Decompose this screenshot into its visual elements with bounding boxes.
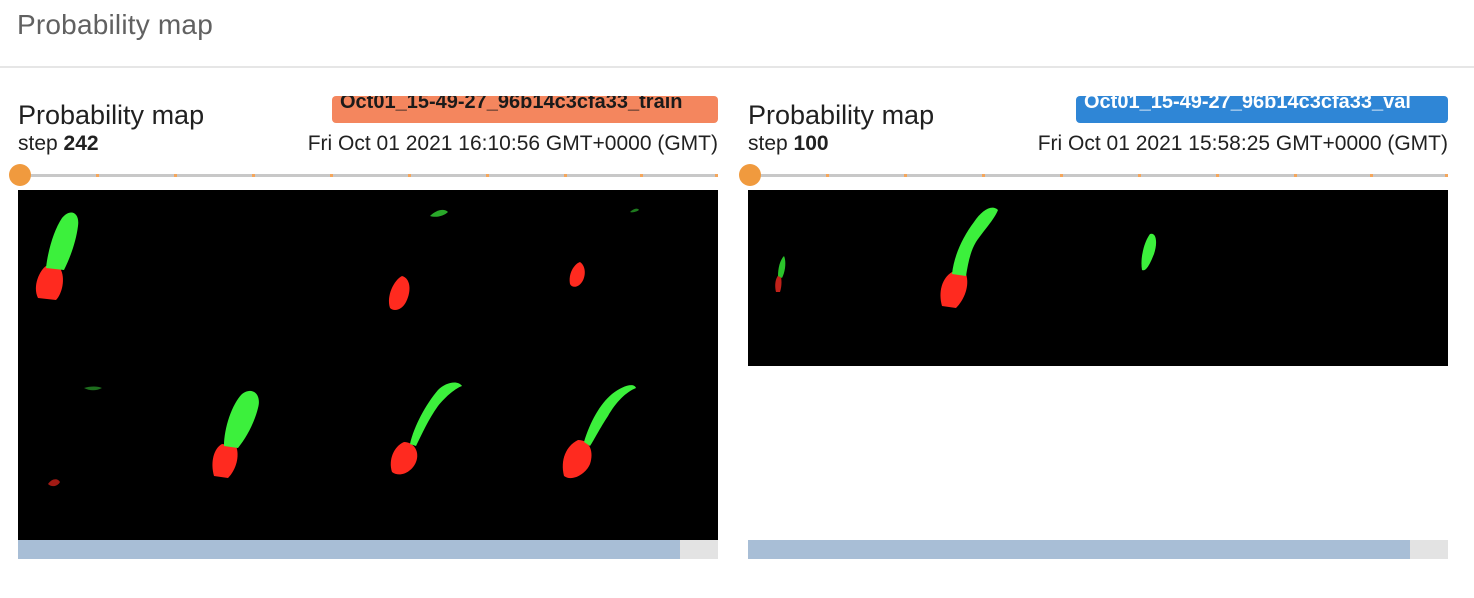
timestamp: Fri Oct 01 2021 16:10:56 GMT+0000 (GMT)	[307, 132, 718, 155]
probability-map-graphic	[775, 207, 1157, 308]
cell-blob	[48, 479, 60, 487]
step-label: step	[748, 132, 788, 155]
cell-blob	[562, 385, 636, 479]
cell-blob	[388, 276, 410, 310]
cell-blob	[569, 262, 585, 287]
slider-thumb[interactable]	[739, 164, 761, 186]
slider-tick	[1216, 174, 1219, 177]
slider-tick	[408, 174, 411, 177]
slider-tick	[252, 174, 255, 177]
probability-map-image	[748, 190, 1448, 366]
run-name: Oct01_15-49-27_96b14c3cfa33_train	[340, 96, 683, 113]
slider-tick	[330, 174, 333, 177]
cell-blob	[775, 256, 786, 292]
slider-tick	[1060, 174, 1063, 177]
horizontal-scrollbar[interactable]	[748, 540, 1448, 559]
slider-tick	[486, 174, 489, 177]
section-header[interactable]: Probability map	[0, 0, 1474, 68]
step-slider[interactable]	[739, 162, 1448, 190]
slider-track[interactable]	[18, 174, 718, 177]
cell-blob	[1141, 233, 1157, 271]
card-title: Probability map	[18, 100, 205, 130]
run-name: Oct01_15-49-27_96b14c3cfa33_val	[1084, 96, 1411, 113]
cell-blob	[212, 390, 259, 478]
step-indicator: step 242	[18, 132, 99, 156]
cell-blob	[390, 382, 462, 475]
step-label: step	[18, 132, 58, 155]
image-card-train: Probability map Oct01_15-49-27_96b14c3cf…	[9, 96, 718, 566]
slider-tick	[1138, 174, 1141, 177]
cell-blob	[84, 386, 102, 391]
probability-map-graphic	[35, 208, 639, 487]
cell-blob	[940, 207, 998, 308]
slider-tick	[982, 174, 985, 177]
slider-tick	[96, 174, 99, 177]
timestamp: Fri Oct 01 2021 15:58:25 GMT+0000 (GMT)	[1037, 132, 1448, 155]
cell-blob	[630, 208, 639, 213]
slider-tick	[715, 174, 718, 177]
slider-tick	[640, 174, 643, 177]
slider-tick	[1294, 174, 1297, 177]
slider-tick	[1445, 174, 1448, 177]
step-value: 100	[793, 132, 829, 155]
image-card-val: Probability map Oct01_15-49-27_96b14c3cf…	[739, 96, 1448, 566]
scrollbar-thumb[interactable]	[748, 540, 1410, 559]
slider-tick	[826, 174, 829, 177]
section-title: Probability map	[17, 9, 213, 40]
scrollbar-thumb[interactable]	[18, 540, 680, 559]
slider-tick	[174, 174, 177, 177]
slider-tick	[564, 174, 567, 177]
slider-tick	[1370, 174, 1373, 177]
slider-track[interactable]	[748, 174, 1448, 177]
cell-blob	[35, 212, 79, 300]
card-title: Probability map	[748, 100, 935, 130]
slider-tick	[904, 174, 907, 177]
run-badge: Oct01_15-49-27_96b14c3cfa33_train	[332, 96, 718, 123]
step-indicator: step 100	[748, 132, 829, 156]
cell-blob	[430, 209, 448, 217]
step-value: 242	[63, 132, 99, 155]
run-badge: Oct01_15-49-27_96b14c3cfa33_val	[1076, 96, 1448, 123]
probability-map-image	[18, 190, 718, 540]
step-slider[interactable]	[9, 162, 718, 190]
horizontal-scrollbar[interactable]	[18, 540, 718, 559]
slider-thumb[interactable]	[9, 164, 31, 186]
